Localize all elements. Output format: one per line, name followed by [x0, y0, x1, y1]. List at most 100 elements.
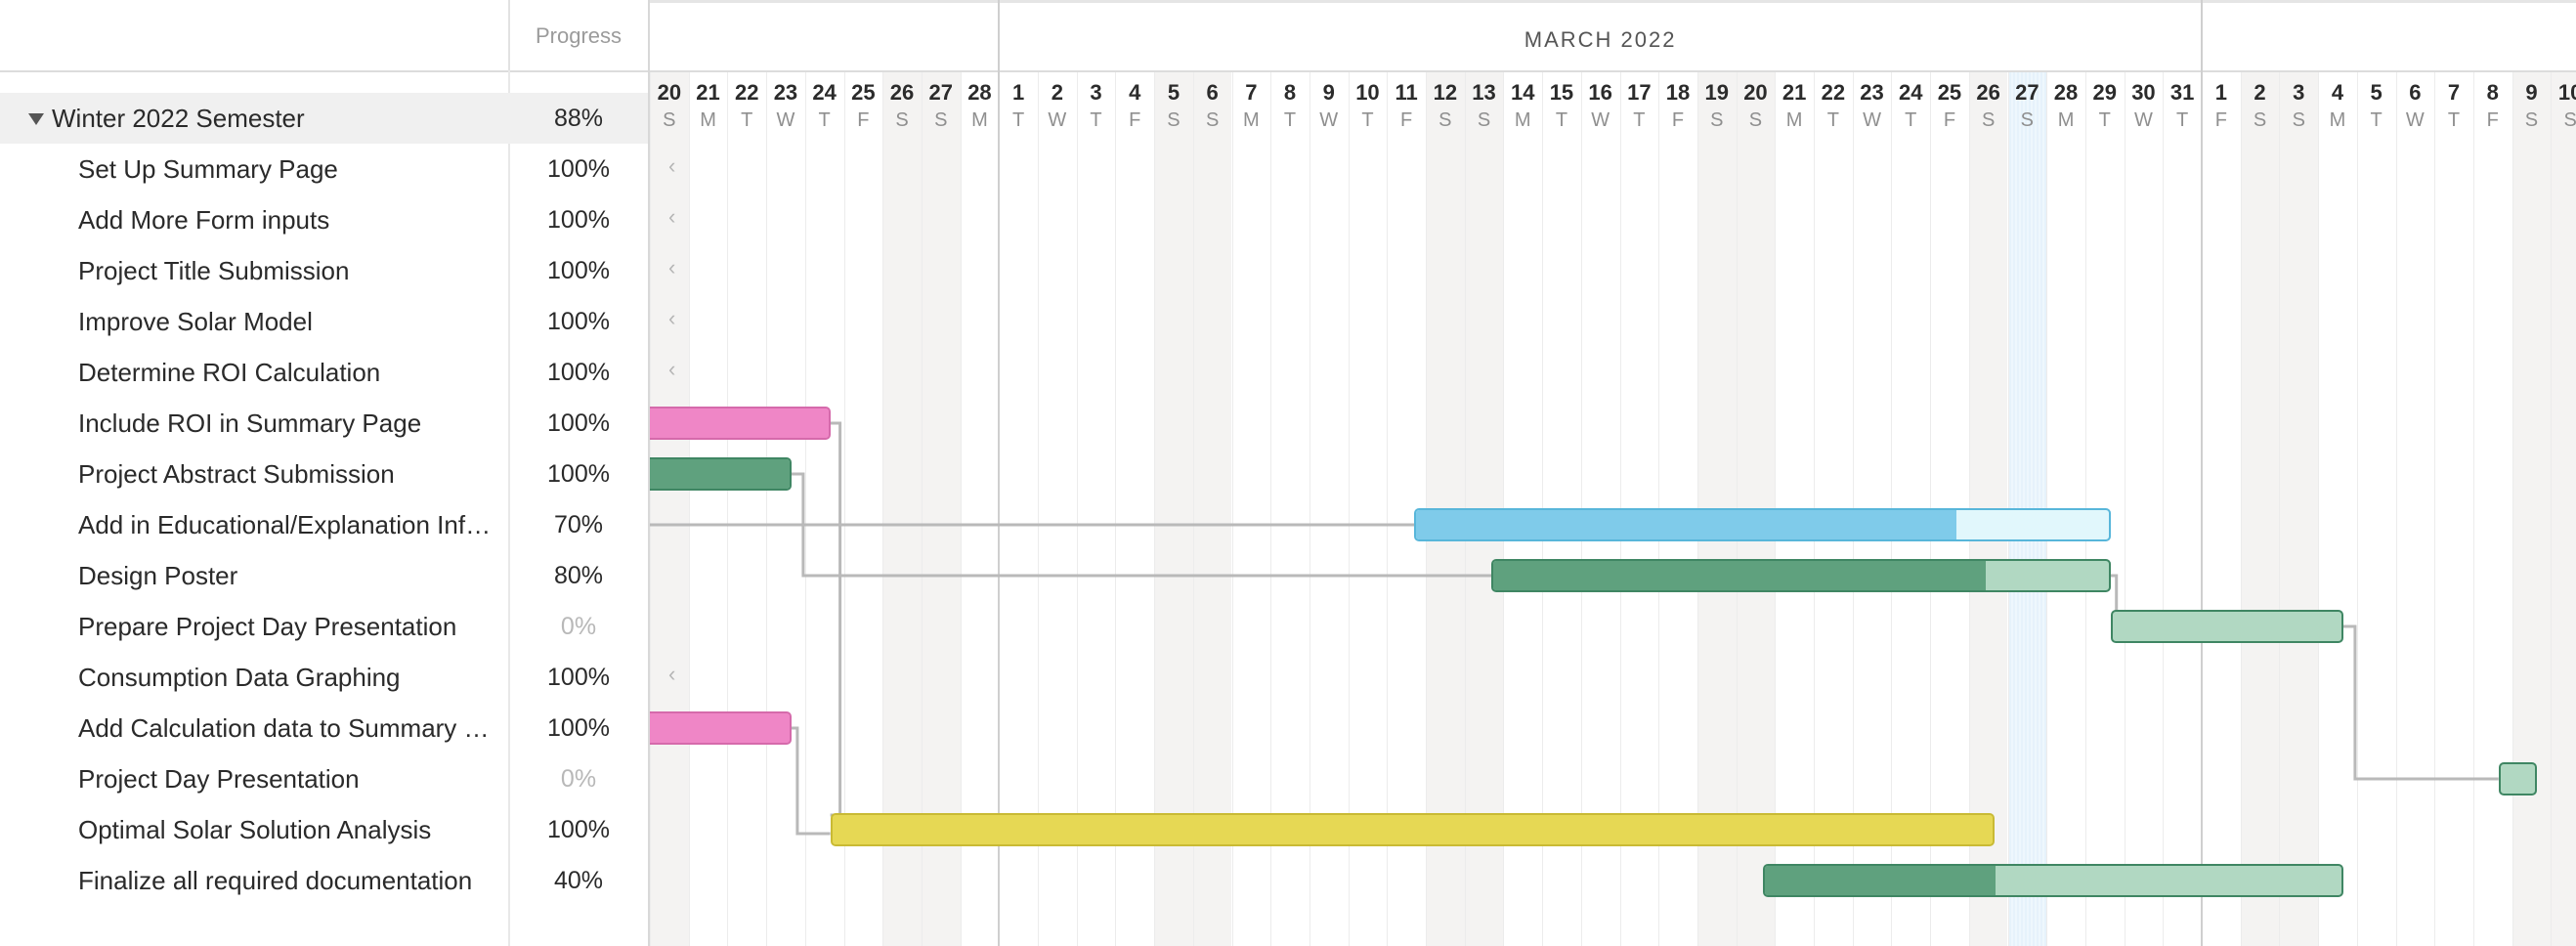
task-row[interactable]: Add Calculation data to Summary Pa... 100… [0, 703, 648, 753]
task-row[interactable]: Add More Form inputs 100% [0, 194, 648, 245]
task-row[interactable]: Design Poster 80% [0, 550, 648, 601]
day-number: 22 [1821, 80, 1846, 105]
collapse-caret-icon[interactable] [28, 113, 44, 125]
scroll-to-task-chevron-icon[interactable]: ‹ [668, 153, 676, 178]
task-row[interactable]: Include ROI in Summary Page 100% [0, 398, 648, 449]
task-row[interactable]: Set Up Summary Page 100% [0, 144, 648, 194]
scroll-to-task-chevron-icon[interactable]: ‹ [668, 357, 676, 381]
scroll-to-task-chevron-icon[interactable]: ‹ [668, 204, 676, 229]
task-bar[interactable] [650, 457, 792, 491]
task-row[interactable]: Finalize all required documentation 40% [0, 855, 648, 906]
task-bar[interactable] [1491, 559, 2111, 592]
day-number: 2 [1051, 80, 1063, 105]
task-row[interactable]: Consumption Data Graphing 100% [0, 652, 648, 703]
task-progress: 40% [553, 867, 604, 894]
day-number: 4 [1129, 80, 1141, 105]
day-column [2124, 70, 2164, 946]
day-letter: T [2447, 109, 2461, 131]
task-row[interactable]: Project Abstract Submission 100% [0, 449, 648, 499]
day-number: 5 [1167, 80, 1181, 105]
task-row[interactable]: Project Day Presentation 0% [0, 753, 648, 804]
day-number: 23 [1860, 80, 1884, 105]
day-letter: T [818, 109, 831, 131]
scroll-to-task-chevron-icon[interactable]: ‹ [668, 255, 676, 280]
month-separator [2201, 0, 2203, 946]
scroll-to-task-chevron-icon[interactable]: ‹ [668, 306, 676, 330]
task-progress: 100% [547, 206, 610, 234]
task-row[interactable]: Prepare Project Day Presentation 0% [0, 601, 648, 652]
day-column [882, 70, 922, 946]
day-letter: S [1438, 109, 1452, 131]
day-column [650, 70, 689, 946]
day-number: 3 [1090, 80, 1102, 105]
day-column [2434, 70, 2473, 946]
task-row[interactable]: Determine ROI Calculation 100% [0, 347, 648, 398]
day-number: 22 [734, 80, 759, 105]
day-letter: M [1243, 109, 1260, 131]
task-bar[interactable] [1763, 864, 2343, 897]
task-bar-progress [650, 408, 829, 438]
day-letter: T [1905, 109, 1917, 131]
day-number: 31 [2169, 80, 2195, 105]
day-letter: M [971, 109, 988, 131]
day-letter: T [1633, 109, 1646, 131]
day-column [2512, 70, 2552, 946]
day-letter: F [1400, 109, 1413, 131]
task-name: Design Poster [78, 561, 238, 590]
day-number: 10 [1355, 80, 1380, 105]
task-progress: 100% [547, 359, 610, 386]
task-name: Set Up Summary Page [78, 154, 338, 184]
day-letter: S [2020, 109, 2035, 131]
task-bar[interactable] [2110, 610, 2343, 643]
task-progress: 100% [547, 308, 610, 335]
day-number: 11 [1395, 80, 1418, 105]
dependency-link [830, 421, 842, 817]
task-row[interactable]: Optimal Solar Solution Analysis 100% [0, 804, 648, 855]
task-row[interactable]: Improve Solar Model 100% [0, 296, 648, 347]
scroll-to-task-chevron-icon[interactable]: ‹ [668, 662, 676, 686]
group-name: Winter 2022 Semester [52, 104, 305, 133]
day-number: 24 [812, 80, 837, 105]
task-row[interactable]: Add in Educational/Explanation Infor... 7… [0, 499, 648, 550]
task-bar[interactable] [650, 711, 792, 745]
day-column [1270, 70, 1309, 946]
name-column-header[interactable] [0, 0, 510, 70]
task-list-header: Progress [0, 0, 648, 72]
day-column [1231, 70, 1271, 946]
task-name: Finalize all required documentation [78, 866, 473, 895]
task-progress: 100% [547, 257, 610, 284]
task-bar[interactable] [650, 407, 831, 440]
day-column [2279, 70, 2319, 946]
day-number: 27 [2015, 80, 2039, 105]
day-letter: F [1943, 109, 1956, 131]
day-number: 7 [2447, 80, 2461, 105]
task-name: Improve Solar Model [78, 307, 313, 336]
task-progress: 100% [547, 409, 610, 437]
task-bar-progress [832, 815, 1993, 844]
task-list-pane: Progress Winter 2022 Semester 88% Set Up… [0, 0, 650, 946]
task-row[interactable]: Project Title Submission 100% [0, 245, 648, 296]
day-column [1348, 70, 1388, 946]
day-column [1038, 70, 1077, 946]
task-bar[interactable] [830, 813, 1995, 846]
day-number: 30 [2131, 80, 2156, 105]
day-column [688, 70, 728, 946]
day-letter: T [1283, 109, 1297, 131]
group-row-winter-2022[interactable]: Winter 2022 Semester 88% [0, 93, 648, 144]
day-number: 4 [2331, 80, 2344, 105]
task-bar[interactable] [2498, 762, 2538, 796]
day-letter: T [2098, 109, 2111, 131]
day-number: 21 [696, 80, 720, 105]
group-progress: 88% [553, 105, 604, 132]
day-column [1387, 70, 1426, 946]
day-letter: S [1205, 109, 1220, 131]
day-letter: S [934, 109, 948, 131]
month-label: MARCH 2022 [1524, 27, 1677, 52]
day-column [1309, 70, 1349, 946]
day-letter: M [700, 109, 716, 131]
day-letter: W [2133, 109, 2153, 131]
task-progress: 70% [553, 511, 604, 538]
task-bar[interactable] [1414, 508, 2111, 541]
progress-column-header[interactable]: Progress [535, 23, 623, 48]
task-name: Project Title Submission [78, 256, 350, 285]
